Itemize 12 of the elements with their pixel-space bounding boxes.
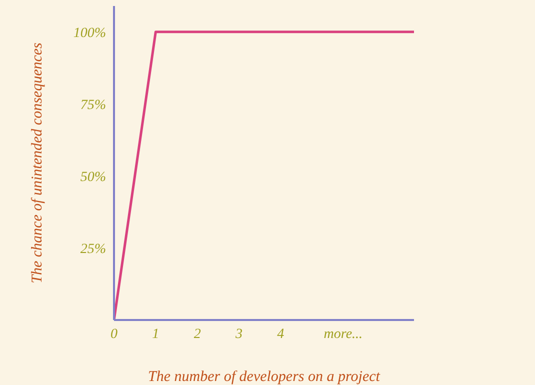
x-tick-label: more...	[324, 326, 363, 342]
y-tick-label: 50%	[80, 170, 106, 185]
x-tick-label: 4	[277, 326, 284, 342]
x-axis-title: The number of developers on a project	[148, 369, 381, 385]
y-tick-label: 25%	[80, 242, 106, 257]
y-tick-label: 100%	[73, 26, 106, 41]
x-tick-label: 3	[234, 326, 242, 342]
x-tick-label: 0	[110, 326, 118, 342]
y-axis-title: The chance of unintended consequences	[29, 42, 46, 284]
y-tick-label: 75%	[80, 98, 106, 113]
x-tick-label: 2	[194, 326, 201, 342]
x-tick-label: 1	[152, 326, 160, 342]
